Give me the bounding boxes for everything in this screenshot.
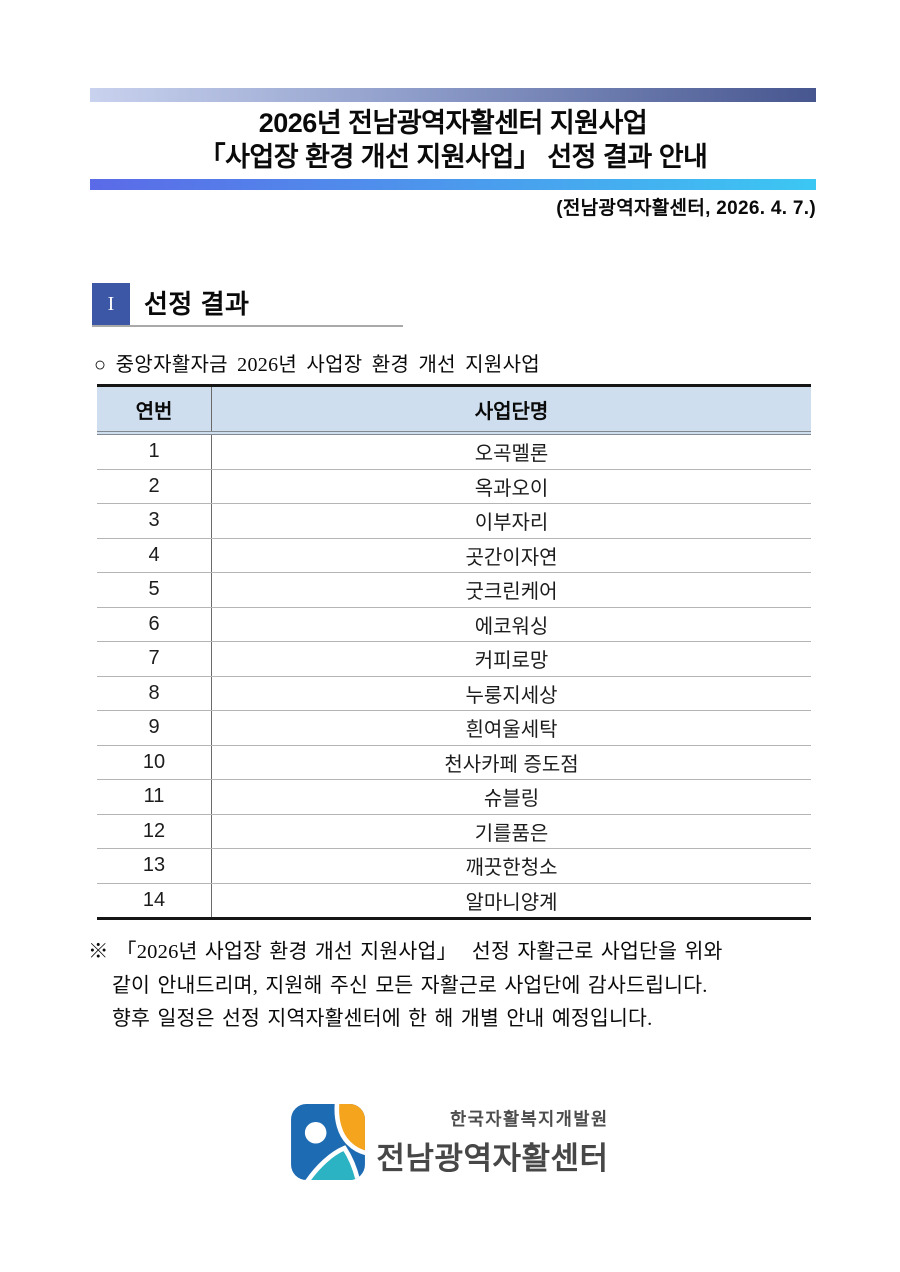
results-table: 연번 사업단명 1 오곡멜론 2 옥과오이 3 이부자리 4 곳간이자연 5 굿크린케어 6 에코워싱…	[97, 384, 811, 920]
table-row: 5 굿크린케어	[97, 573, 811, 608]
table-row: 3 이부자리	[97, 504, 811, 539]
logo-institute-name: 한국자활복지개발원	[450, 1109, 609, 1129]
section-underline	[92, 325, 403, 327]
row-business-name: 슈블링	[483, 788, 540, 811]
row-number: 5	[97, 573, 212, 607]
row-number: 2	[97, 469, 212, 503]
section-number-box: I	[92, 283, 130, 325]
row-number: 10	[97, 745, 212, 779]
row-number: 11	[97, 780, 212, 814]
table-row: 9 흰여울세탁	[97, 711, 811, 746]
row-business-name: 곳간이자연	[465, 546, 558, 569]
row-number: 3	[97, 504, 212, 538]
row-number: 1	[97, 435, 212, 469]
section-title: 선정 결과	[144, 289, 250, 319]
row-number: 8	[97, 676, 212, 710]
row-business-name: 천사카페 증도점	[444, 753, 579, 776]
row-business-name: 굿크린케어	[465, 581, 558, 604]
row-number: 4	[97, 538, 212, 572]
logo-center-name: 전남광역자활센터	[376, 1141, 609, 1176]
top-accent-bar	[90, 88, 816, 102]
row-business-name: 누룽지세상	[465, 684, 558, 707]
bullet-line: ○ 중앙자활자금 2026년 사업장 환경 개선 지원사업	[94, 354, 540, 376]
table-row: 2 옥과오이	[97, 469, 811, 504]
row-business-name: 오곡멜론	[474, 443, 549, 466]
table-row: 14 알마니양계	[97, 883, 811, 917]
logo: 한국자활복지개발원 전남광역자활센터	[0, 1104, 900, 1180]
row-business-name: 기를품은	[474, 822, 549, 845]
row-number: 14	[97, 883, 212, 917]
table-row: 13 깨끗한청소	[97, 849, 811, 884]
row-business-name: 이부자리	[474, 512, 549, 535]
table-row: 1 오곡멜론	[97, 435, 811, 470]
row-number: 12	[97, 814, 212, 848]
table-body: 1 오곡멜론 2 옥과오이 3 이부자리 4 곳간이자연 5 굿크린케어 6 에코워싱 7 커피로망 8 누룽…	[97, 435, 811, 917]
table-row: 12 기를품은	[97, 814, 811, 849]
row-business-name: 에코워싱	[474, 615, 549, 638]
logo-text: 한국자활복지개발원 전남광역자활센터	[376, 1106, 608, 1178]
table-row: 10 천사카페 증도점	[97, 745, 811, 780]
footnote: ※ 「2026년 사업장 환경 개선 지원사업」 선정 자활근로 사업단을 위와…	[88, 941, 723, 1030]
date-line: (전남광역자활센터, 2026. 4. 7.)	[556, 198, 816, 219]
row-business-name: 깨끗한청소	[465, 857, 558, 880]
column-header-no: 연번	[97, 387, 212, 431]
table-row: 4 곳간이자연	[97, 538, 811, 573]
row-number: 13	[97, 849, 212, 883]
table-row: 7 커피로망	[97, 642, 811, 677]
section-header: I 선정 결과	[92, 283, 249, 325]
row-business-name: 옥과오이	[474, 477, 549, 500]
section-number: I	[107, 292, 115, 315]
title-block: 2026년 전남광역자활센터 지원사업 「사업장 환경 개선 지원사업」 선정 …	[90, 88, 816, 190]
table-row: 8 누룽지세상	[97, 676, 811, 711]
document-title-line1: 2026년 전남광역자활센터 지원사업	[258, 108, 648, 138]
row-number: 7	[97, 642, 212, 676]
row-business-name: 알마니양계	[465, 891, 558, 914]
row-number: 9	[97, 711, 212, 745]
document-title-line2: 「사업장 환경 개선 지원사업」 선정 결과 안내	[198, 142, 708, 172]
table-row: 11 슈블링	[97, 780, 811, 815]
column-header-name: 사업단명	[474, 400, 549, 423]
table-row: 6 에코워싱	[97, 607, 811, 642]
row-number: 6	[97, 607, 212, 641]
self-sufficiency-logo-icon	[291, 1104, 366, 1180]
row-business-name: 커피로망	[474, 650, 549, 673]
row-business-name: 흰여울세탁	[465, 719, 558, 742]
bottom-accent-bar	[90, 179, 816, 190]
table-header-row: 연번 사업단명	[97, 387, 811, 435]
